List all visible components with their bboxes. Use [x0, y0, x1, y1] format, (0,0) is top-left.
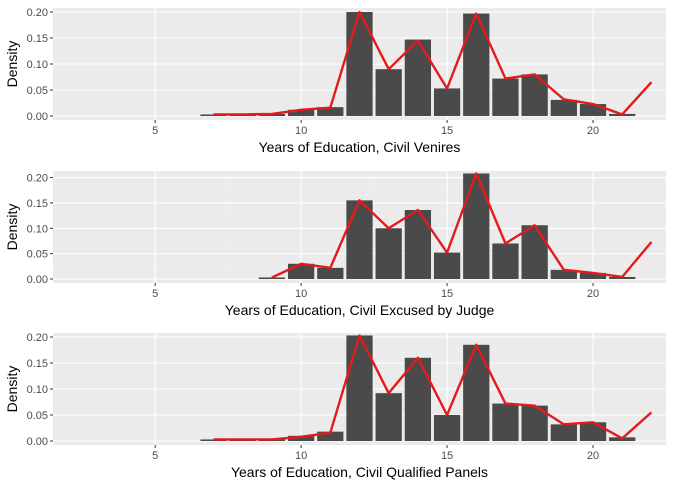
density-bar	[258, 277, 286, 279]
density-bar	[404, 39, 432, 117]
x-tick-label: 5	[152, 125, 158, 137]
x-tick-label: 5	[152, 450, 158, 462]
y-tick-label: 0.10	[27, 59, 48, 71]
density-bar	[200, 439, 227, 441]
y-tick-label: 0.20	[27, 7, 48, 19]
y-tick-label: 0.15	[27, 33, 48, 45]
x-tick-label: 15	[441, 450, 453, 462]
density-bar	[404, 210, 432, 279]
density-bar	[375, 69, 402, 116]
density-bar	[579, 272, 607, 279]
y-axis-title: Density	[4, 204, 20, 251]
y-tick-label: 0.05	[27, 85, 48, 97]
x-axis-title: Years of Education, Civil Qualified Pane…	[231, 464, 488, 480]
density-bar	[463, 344, 490, 441]
x-axis-title: Years of Education, Civil Venires	[259, 139, 461, 155]
density-line	[213, 10, 653, 116]
x-tick-label: 20	[587, 125, 599, 137]
x-axis-title: Years of Education, Civil Excused by Jud…	[225, 302, 495, 318]
density-bar	[375, 393, 402, 441]
chart-panel-3: 5 10 15 20 0.00 0.05 0.10 0.15 0.20 Years of Educ…	[4, 332, 667, 480]
density-bar	[287, 109, 315, 116]
density-bar	[492, 403, 519, 441]
density-line	[271, 172, 653, 279]
density-bar	[200, 114, 227, 116]
y-axis-title: Density	[4, 366, 20, 413]
y-axis-title: Density	[4, 41, 20, 88]
x-tick-label: 10	[295, 288, 307, 300]
x-tick-label: 20	[587, 288, 599, 300]
density-bar	[521, 74, 548, 116]
density-bar	[579, 104, 607, 116]
y-tick-label: 0.00	[27, 436, 48, 448]
x-tick-label: 15	[441, 288, 453, 300]
density-bar	[521, 225, 548, 279]
density-bar	[287, 435, 315, 441]
density-bar	[317, 431, 344, 441]
chart-panel-1: 5 10 15 20 0.00 0.05 0.10 0.15 0.20 Years of Educ…	[4, 7, 667, 155]
density-bar	[375, 228, 402, 279]
y-tick-label: 0.15	[27, 358, 48, 370]
y-tick-label: 0.15	[27, 198, 48, 210]
x-tick-label: 10	[295, 450, 307, 462]
density-bar	[463, 13, 490, 117]
density-line	[213, 334, 653, 441]
y-tick-label: 0.10	[27, 223, 48, 235]
density-bar	[463, 173, 490, 279]
y-tick-label: 0.05	[27, 410, 48, 422]
density-bar	[579, 422, 607, 441]
y-tick-label: 0.00	[27, 274, 48, 286]
y-tick-label: 0.00	[27, 111, 48, 123]
density-bar	[550, 99, 577, 116]
y-tick-label: 0.20	[27, 332, 48, 344]
y-tick-label: 0.10	[27, 384, 48, 396]
y-tick-label: 0.05	[27, 249, 48, 261]
density-bar	[433, 252, 461, 279]
y-tick-label: 0.20	[27, 173, 48, 185]
x-tick-label: 10	[295, 125, 307, 137]
density-bar	[404, 357, 432, 441]
density-bar	[317, 267, 344, 279]
density-bar	[492, 243, 519, 279]
x-tick-label: 20	[587, 450, 599, 462]
density-bar	[550, 269, 577, 279]
density-bar	[433, 415, 461, 441]
chart-panel-2: 5 10 15 20 0.00 0.05 0.10 0.15 0.20 Years of Educ…	[4, 171, 667, 318]
x-tick-label: 15	[441, 125, 453, 137]
density-bar	[317, 107, 344, 116]
density-bar	[550, 424, 577, 441]
density-bar	[346, 200, 373, 279]
density-bar	[433, 88, 461, 116]
density-bar	[492, 78, 519, 116]
x-tick-label: 5	[152, 288, 158, 300]
